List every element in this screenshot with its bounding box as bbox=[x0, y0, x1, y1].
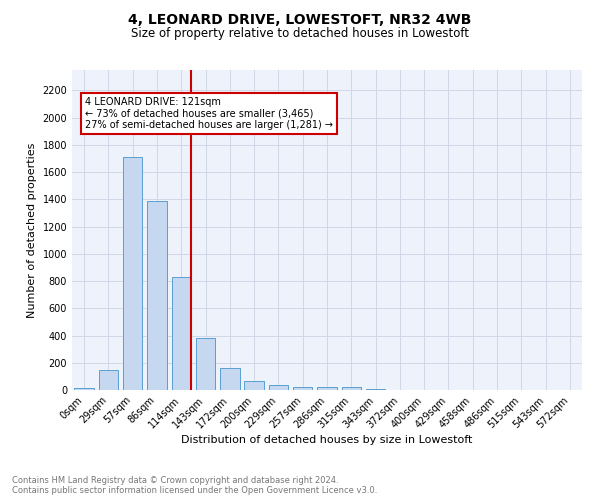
Text: 4 LEONARD DRIVE: 121sqm
← 73% of detached houses are smaller (3,465)
27% of semi: 4 LEONARD DRIVE: 121sqm ← 73% of detache… bbox=[85, 96, 332, 130]
Text: 4, LEONARD DRIVE, LOWESTOFT, NR32 4WB: 4, LEONARD DRIVE, LOWESTOFT, NR32 4WB bbox=[128, 12, 472, 26]
X-axis label: Distribution of detached houses by size in Lowestoft: Distribution of detached houses by size … bbox=[181, 436, 473, 446]
Bar bbox=[123, 157, 142, 390]
Bar bbox=[99, 370, 118, 390]
Bar bbox=[366, 388, 385, 390]
Text: Size of property relative to detached houses in Lowestoft: Size of property relative to detached ho… bbox=[131, 28, 469, 40]
Bar bbox=[269, 384, 288, 390]
Bar bbox=[293, 386, 313, 390]
Bar bbox=[74, 388, 94, 390]
Bar bbox=[244, 381, 264, 390]
Bar bbox=[341, 386, 361, 390]
Text: Contains public sector information licensed under the Open Government Licence v3: Contains public sector information licen… bbox=[12, 486, 377, 495]
Bar bbox=[317, 388, 337, 390]
Bar bbox=[172, 277, 191, 390]
Bar bbox=[196, 338, 215, 390]
Text: Contains HM Land Registry data © Crown copyright and database right 2024.: Contains HM Land Registry data © Crown c… bbox=[12, 476, 338, 485]
Bar bbox=[220, 368, 239, 390]
Y-axis label: Number of detached properties: Number of detached properties bbox=[27, 142, 37, 318]
Bar bbox=[147, 200, 167, 390]
